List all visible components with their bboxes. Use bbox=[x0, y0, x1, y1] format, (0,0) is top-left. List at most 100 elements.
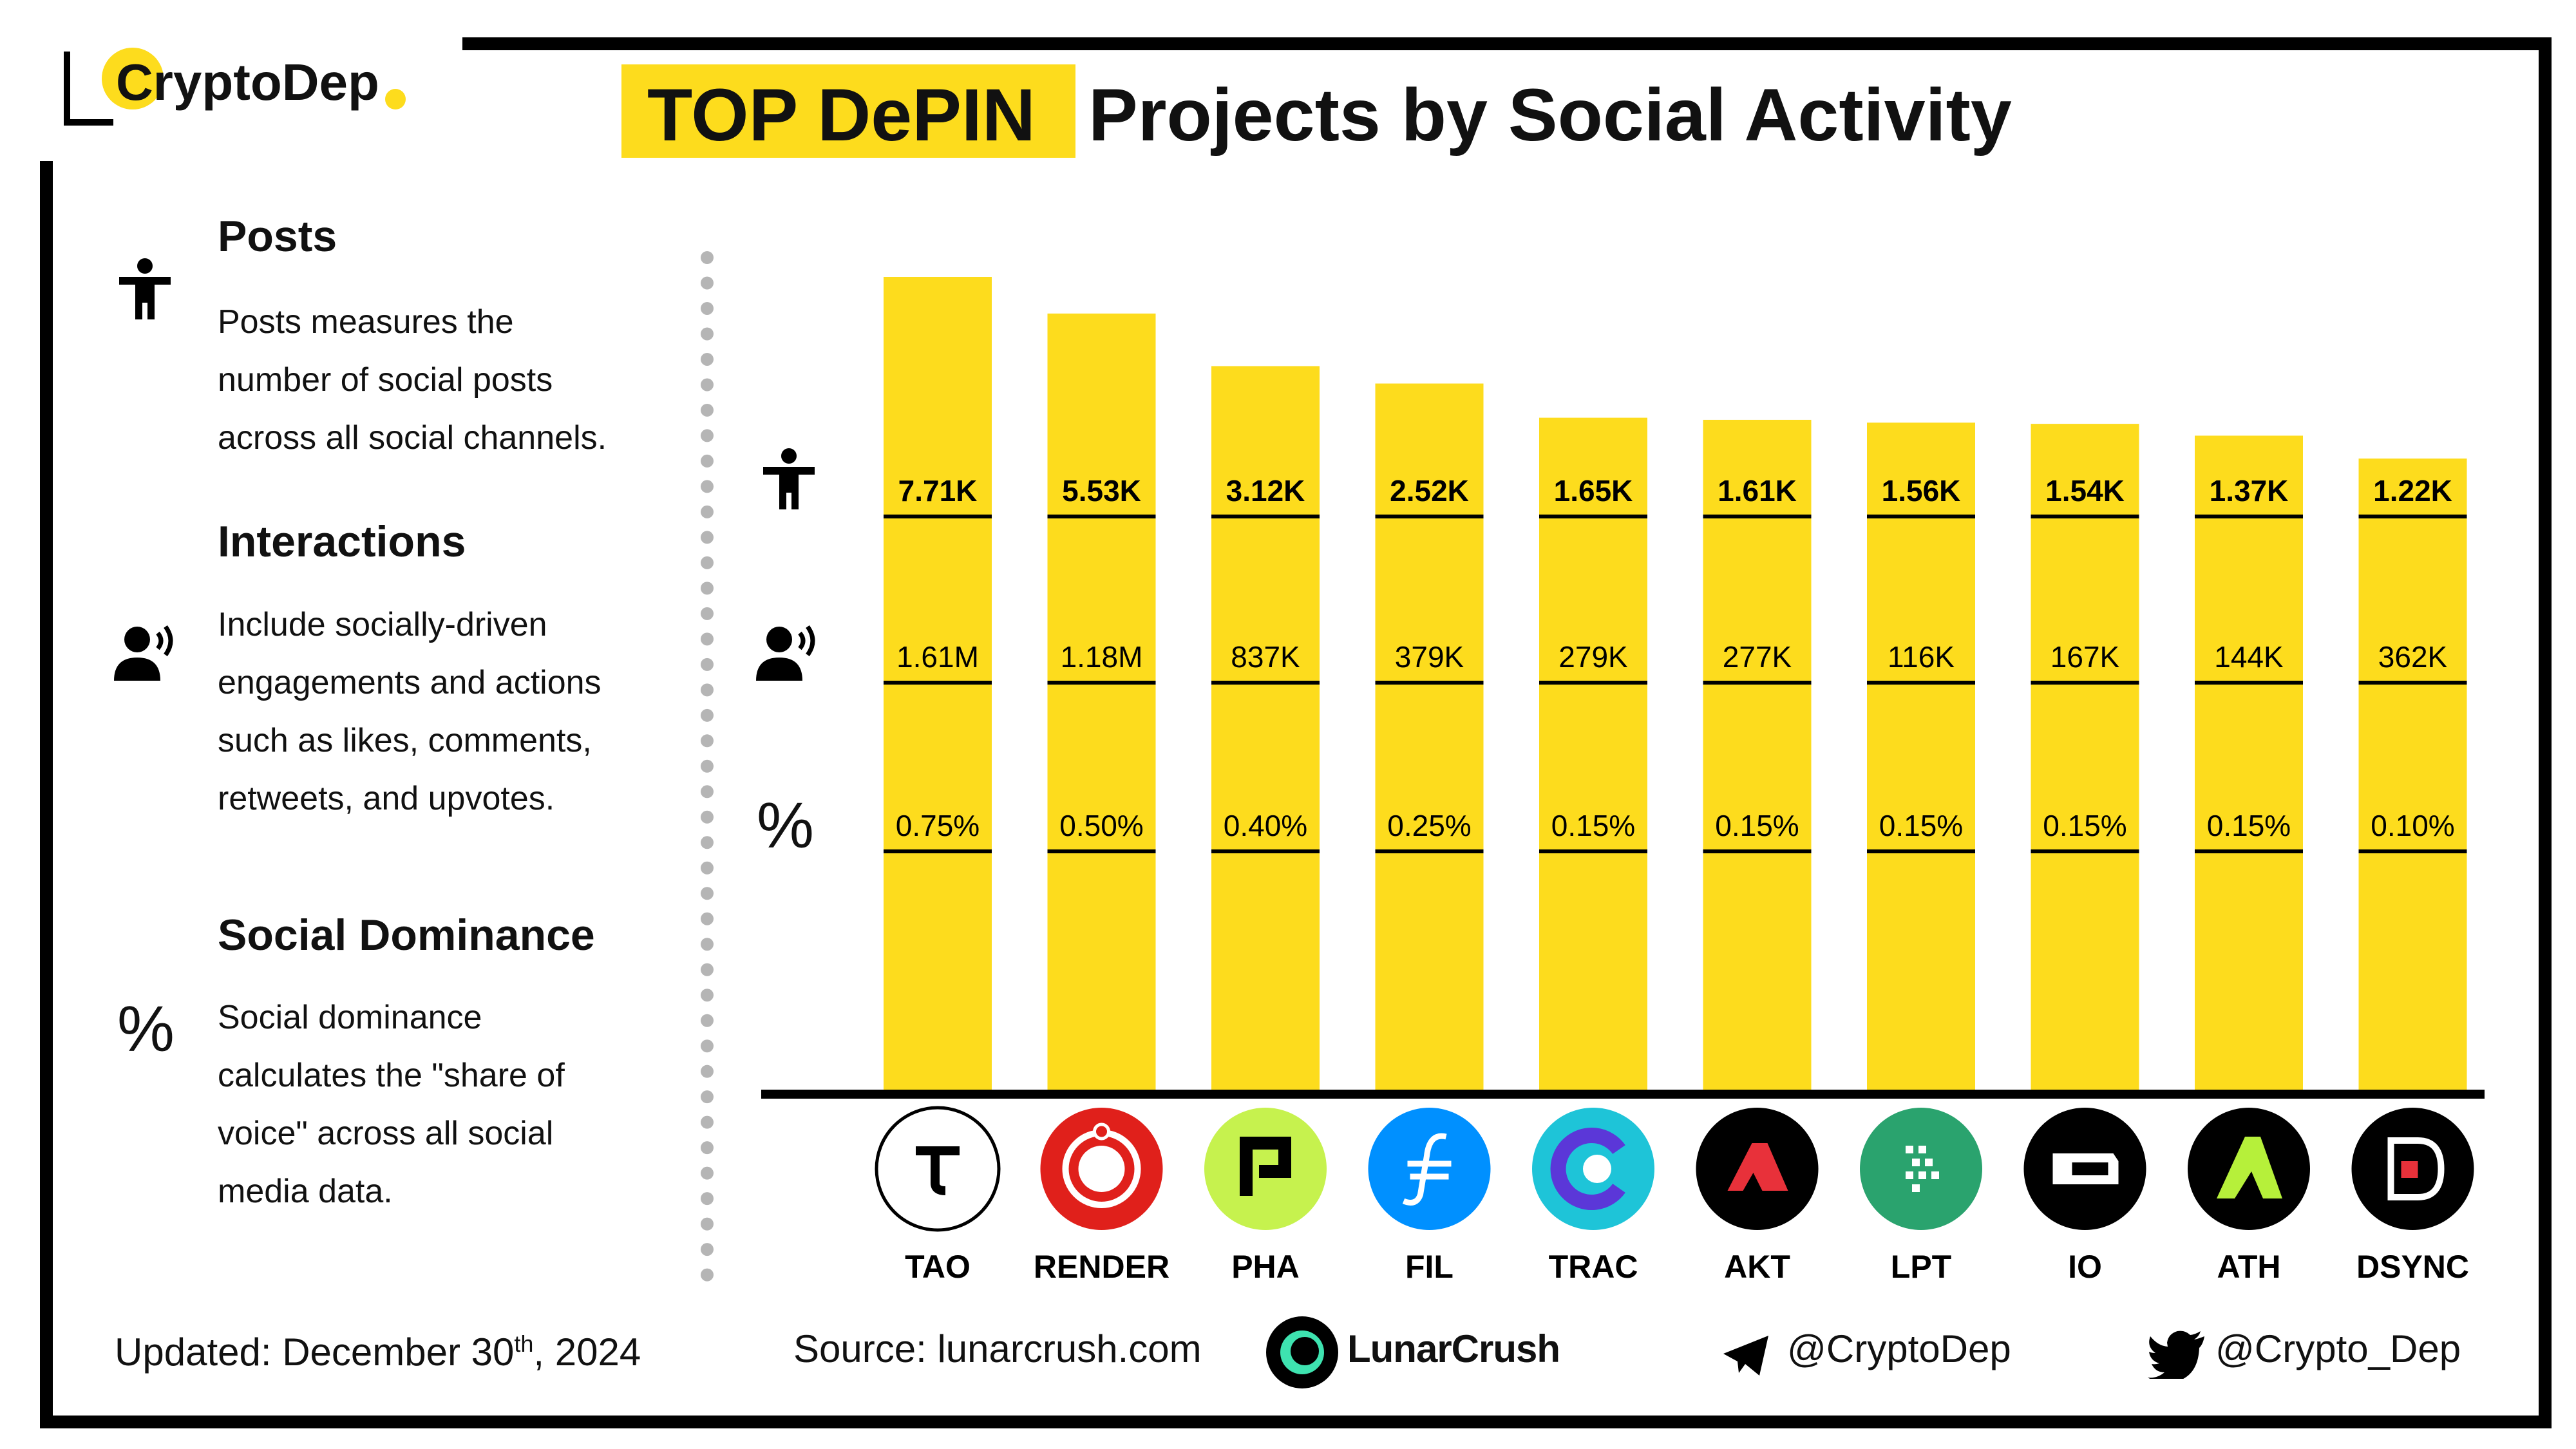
posts-value-label: 1.54K bbox=[2045, 474, 2125, 507]
person-icon bbox=[119, 258, 171, 319]
legend-line: Include socially-driven bbox=[218, 606, 547, 643]
render-core bbox=[1078, 1146, 1125, 1192]
ticker-label: PHA bbox=[1231, 1249, 1300, 1285]
bar bbox=[1867, 422, 1975, 1090]
ticker-label: TRAC bbox=[1549, 1249, 1638, 1285]
updated-text: Updated: December 30th, 2024 bbox=[115, 1330, 641, 1374]
legend-line: retweets, and upvotes. bbox=[218, 780, 555, 817]
legend-line: media data. bbox=[218, 1173, 393, 1210]
dominance-value-label: 0.50% bbox=[1059, 809, 1143, 842]
posts-value-label: 1.22K bbox=[2373, 474, 2452, 507]
posts-value-label: 3.12K bbox=[1226, 474, 1305, 507]
ticker-label: DSYNC bbox=[2356, 1249, 2469, 1285]
chart-baseline bbox=[761, 1090, 2485, 1099]
twitter-icon[interactable] bbox=[2148, 1330, 2206, 1379]
legend-line: engagements and actions bbox=[218, 664, 601, 701]
lpt-dot bbox=[1906, 1146, 1913, 1153]
telegram-handle[interactable]: @CryptoDep bbox=[1787, 1327, 2011, 1370]
posts-value-label: 7.71K bbox=[898, 474, 978, 507]
lpt-logo-icon bbox=[1860, 1108, 1982, 1230]
title-highlight: TOP DePIN bbox=[647, 74, 1036, 156]
io-logo-icon bbox=[2023, 1108, 2146, 1230]
dominance-value-label: 0.40% bbox=[1224, 809, 1307, 842]
lpt-dot bbox=[1931, 1171, 1939, 1179]
bar bbox=[1539, 417, 1647, 1090]
ticker-label: FIL bbox=[1405, 1249, 1454, 1285]
bar bbox=[2358, 459, 2467, 1090]
legend-line: calculates the "share of bbox=[218, 1057, 565, 1094]
ticker-label: ATH bbox=[2217, 1249, 2280, 1285]
updated-date: December 30 bbox=[282, 1331, 515, 1374]
ath-glyph bbox=[2217, 1137, 2282, 1198]
page-title: Projects by Social Activity bbox=[1088, 74, 2012, 156]
legend-line: number of social posts bbox=[218, 361, 553, 399]
lpt-dot bbox=[1912, 1184, 1920, 1192]
posts-value-label: 1.56K bbox=[1882, 474, 1961, 507]
lunarcrush-logo-icon bbox=[1266, 1316, 1338, 1388]
interactions-value-label: 1.61M bbox=[896, 640, 979, 674]
updated-label: Updated: bbox=[115, 1331, 272, 1374]
title-highlight-box bbox=[621, 64, 1075, 158]
tao-glyph bbox=[916, 1146, 960, 1195]
legend-desc-posts: Posts measures the number of social post… bbox=[218, 293, 617, 467]
brand-name: CryptoDep bbox=[116, 53, 379, 111]
posts-value-label: 5.53K bbox=[1062, 474, 1141, 507]
dominance-value-label: 0.75% bbox=[896, 809, 980, 842]
lpt-dot bbox=[1918, 1171, 1926, 1179]
legend-line: voice" across all social bbox=[218, 1115, 554, 1152]
interactions-value-label: 1.18M bbox=[1061, 640, 1143, 674]
interactions-row-icon bbox=[756, 625, 815, 681]
fil-glyph bbox=[1402, 1133, 1452, 1206]
twitter-handle[interactable]: @Crypto_Dep bbox=[2215, 1327, 2461, 1370]
interactions-value-label: 362K bbox=[2378, 640, 2448, 674]
legend-desc-dominance: Social dominance calculates the "share o… bbox=[218, 989, 617, 1220]
trac-core bbox=[1583, 1155, 1611, 1183]
dsync-glyph bbox=[2387, 1137, 2445, 1200]
interactions-value-label: 837K bbox=[1231, 640, 1300, 674]
updated-year: , 2024 bbox=[533, 1331, 641, 1374]
lunarcrush-brand: LunarCrush bbox=[1347, 1327, 1560, 1370]
interactions-value-label: 379K bbox=[1395, 640, 1464, 674]
frame-left-line bbox=[40, 161, 53, 1428]
io-glyph bbox=[2052, 1153, 2119, 1184]
interactions-value-label: 116K bbox=[1888, 640, 1955, 674]
dominance-value-label: 0.15% bbox=[2043, 809, 2126, 842]
source-text: Source: lunarcrush.com bbox=[793, 1327, 1202, 1371]
dominance-value-label: 0.25% bbox=[1387, 809, 1471, 842]
dsync-inner bbox=[2401, 1161, 2418, 1178]
frame-border bbox=[40, 37, 2552, 1428]
ticker-label: RENDER bbox=[1034, 1249, 1170, 1285]
ticker-label: AKT bbox=[1724, 1249, 1790, 1285]
legend-desc-interactions: Include socially-driven engagements and … bbox=[218, 596, 617, 828]
dotted-divider bbox=[701, 251, 714, 1282]
ticker-label: LPT bbox=[1891, 1249, 1951, 1285]
dominance-value-label: 0.15% bbox=[1551, 809, 1635, 842]
telegram-icon[interactable] bbox=[1721, 1333, 1772, 1378]
source-link[interactable]: lunarcrush.com bbox=[937, 1327, 1202, 1370]
bar bbox=[1211, 366, 1320, 1090]
dominance-value-label: 0.15% bbox=[1715, 809, 1799, 842]
brand-logo: CryptoDep bbox=[62, 46, 422, 130]
legend-heading-interactions: Interactions bbox=[218, 517, 466, 566]
posts-value-label: 1.37K bbox=[2210, 474, 2289, 507]
lpt-dot bbox=[1925, 1159, 1933, 1166]
frame-top-line bbox=[462, 37, 2552, 50]
interactions-value-label: 144K bbox=[2214, 640, 2284, 674]
interactions-value-label: 167K bbox=[2050, 640, 2120, 674]
dominance-value-label: 0.15% bbox=[2207, 809, 2291, 842]
brand-dot-icon bbox=[385, 89, 406, 109]
ticker-label: TAO bbox=[905, 1249, 971, 1285]
render-dot bbox=[1093, 1122, 1110, 1141]
legend-line: such as likes, comments, bbox=[218, 722, 592, 759]
akt-glyph bbox=[1727, 1143, 1788, 1191]
lpt-dot bbox=[1912, 1159, 1920, 1166]
percent-icon: % bbox=[117, 993, 175, 1065]
interactions-value-label: 277K bbox=[1723, 640, 1792, 674]
dominance-value-label: 0.10% bbox=[2371, 809, 2454, 842]
legend-line: across all social channels. bbox=[218, 419, 607, 457]
posts-value-label: 1.61K bbox=[1718, 474, 1797, 507]
updated-date-suffix: th bbox=[514, 1331, 534, 1357]
bar bbox=[1047, 313, 1156, 1090]
bar bbox=[2195, 435, 2303, 1090]
